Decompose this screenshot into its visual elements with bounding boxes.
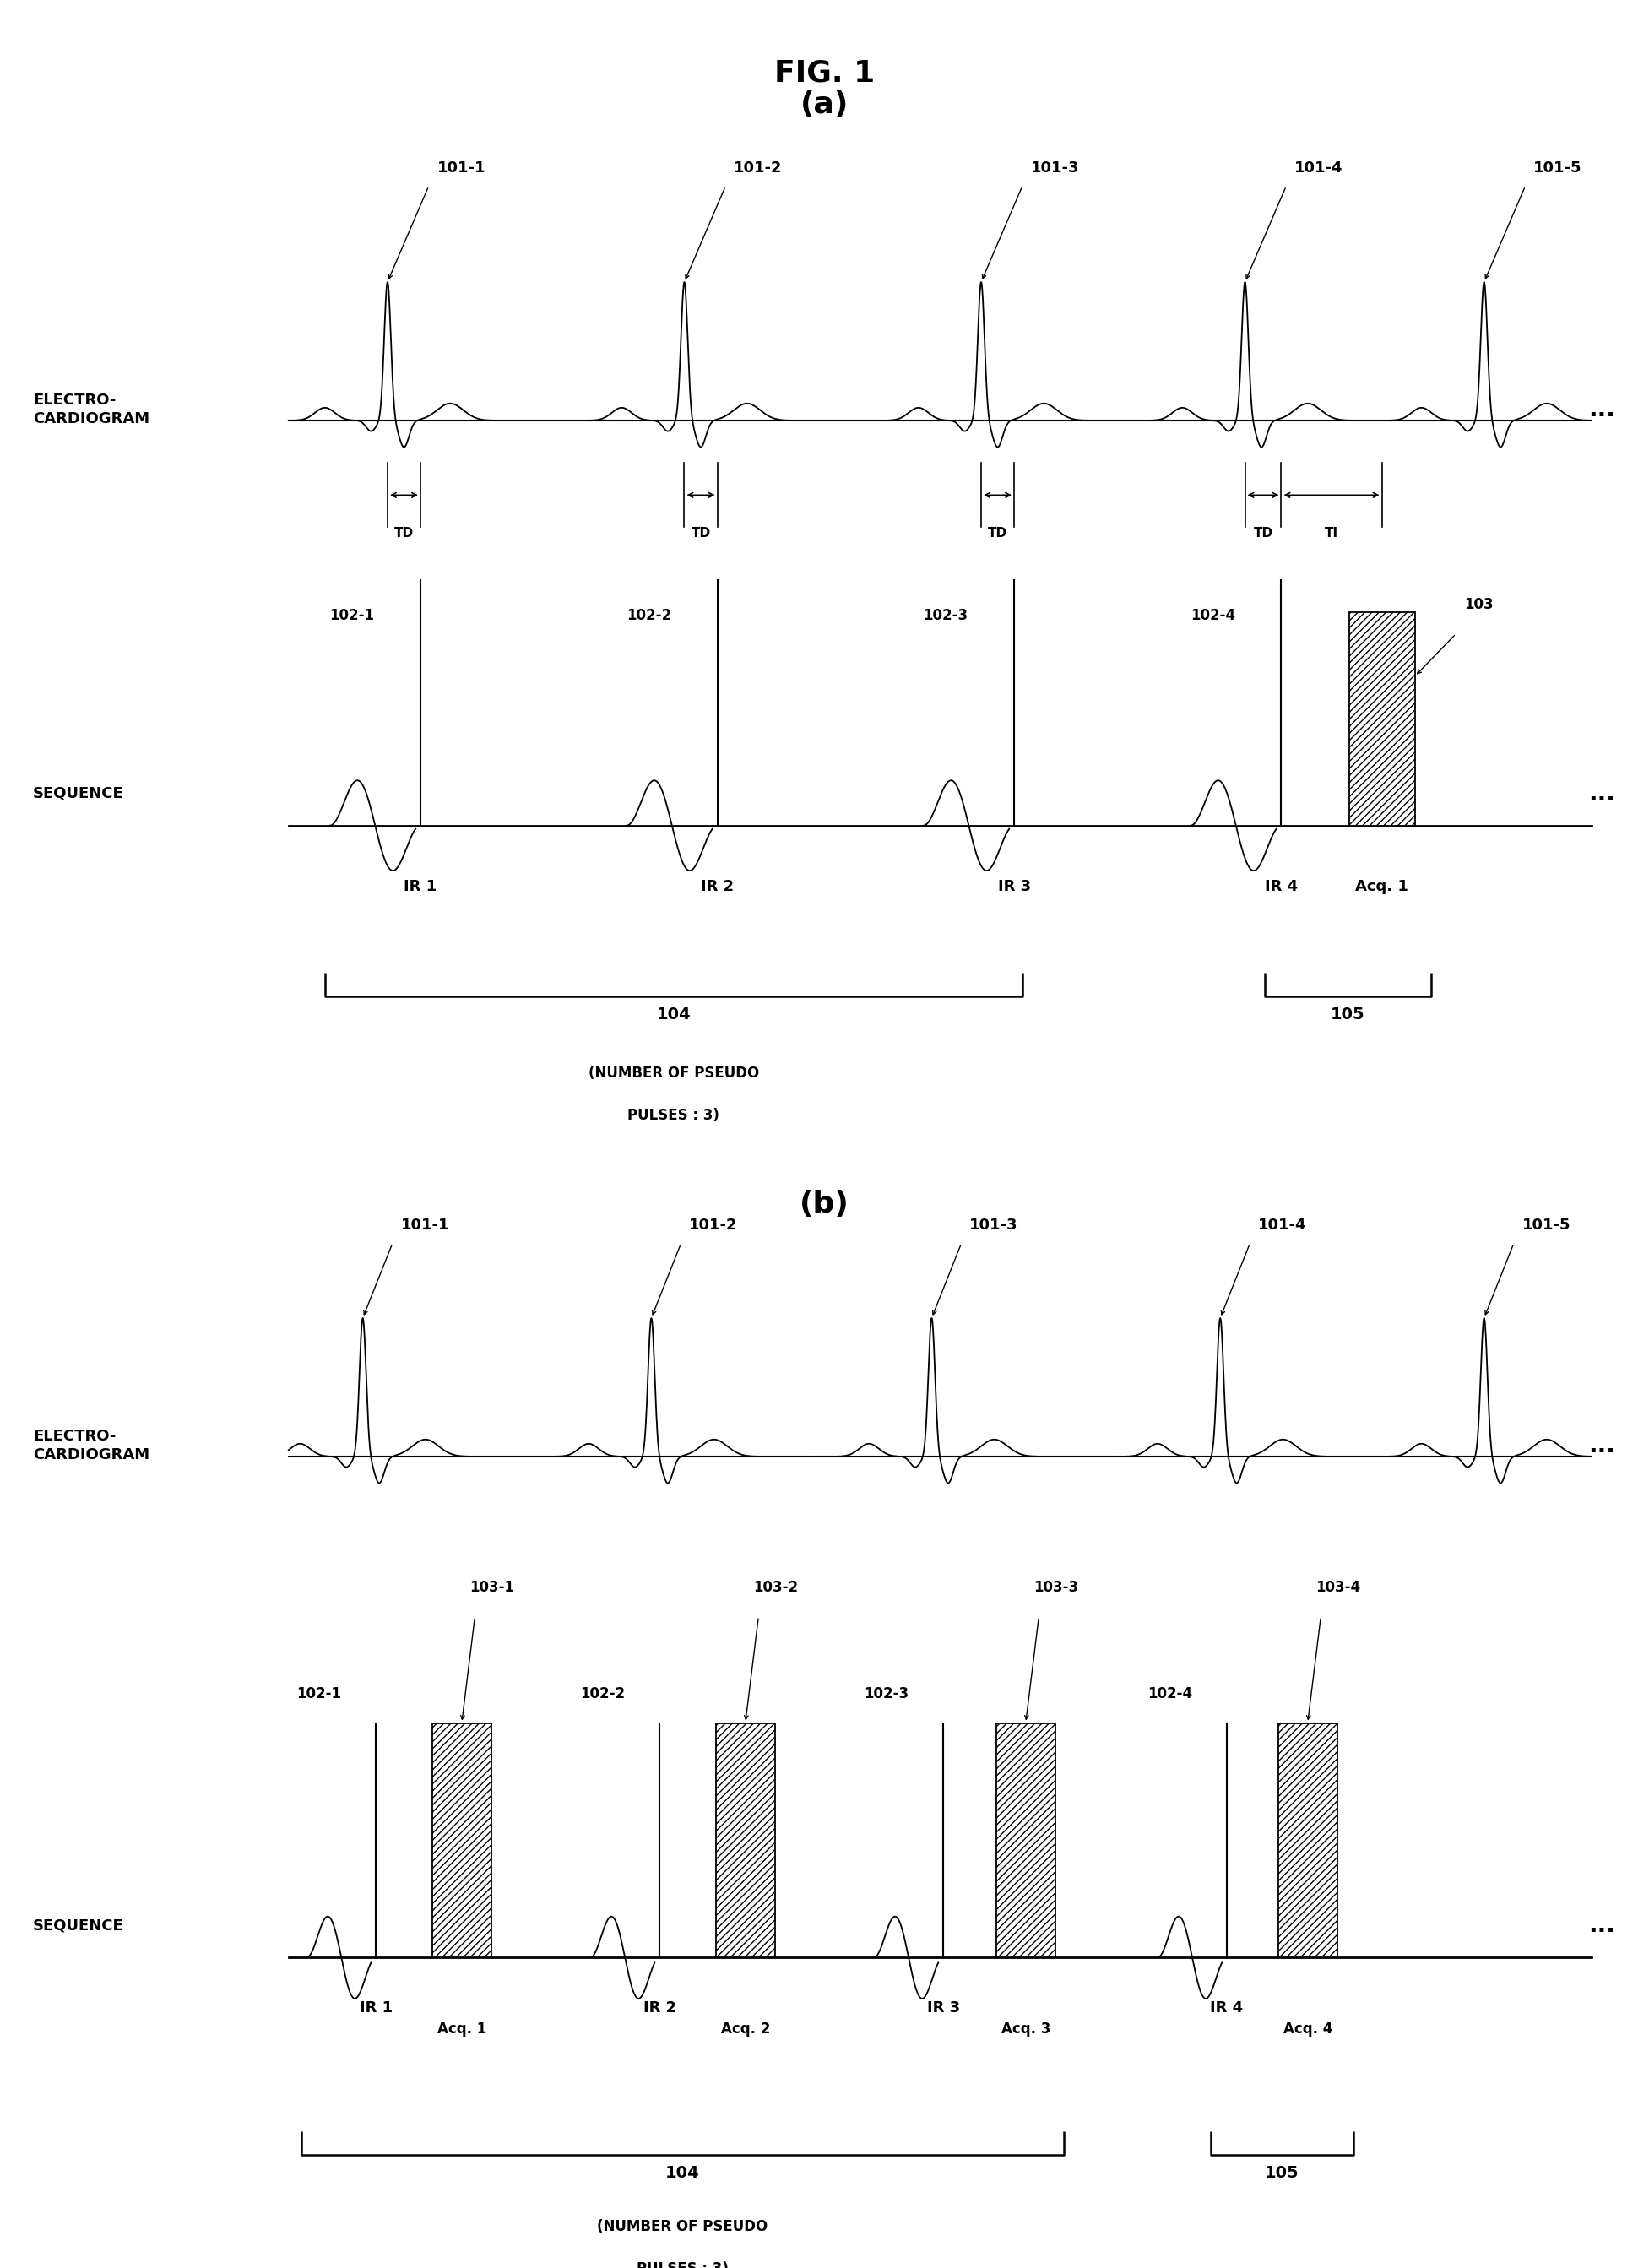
Text: (a): (a) xyxy=(800,91,849,118)
Text: 102-3: 102-3 xyxy=(864,1687,909,1701)
Text: 102-2: 102-2 xyxy=(627,608,671,624)
Text: 105: 105 xyxy=(1331,1007,1365,1023)
Bar xyxy=(996,1724,1055,1957)
Text: Acq. 3: Acq. 3 xyxy=(1001,2021,1050,2037)
Text: Acq. 1: Acq. 1 xyxy=(1355,878,1408,894)
Text: 101-4: 101-4 xyxy=(1258,1218,1306,1234)
Text: IR 4: IR 4 xyxy=(1210,2000,1243,2016)
Text: ...: ... xyxy=(1588,1914,1614,1937)
Text: IR 2: IR 2 xyxy=(643,2000,676,2016)
Text: 103: 103 xyxy=(1464,596,1494,612)
Text: ...: ... xyxy=(1588,782,1614,805)
Text: 102-4: 102-4 xyxy=(1191,608,1235,624)
Bar xyxy=(432,1724,491,1957)
Text: 104: 104 xyxy=(666,2166,699,2182)
Text: IR 1: IR 1 xyxy=(359,2000,392,2016)
Text: IR 3: IR 3 xyxy=(998,878,1031,894)
Text: (b): (b) xyxy=(800,1191,849,1218)
Text: 101-2: 101-2 xyxy=(689,1218,737,1234)
Text: Acq. 2: Acq. 2 xyxy=(721,2021,770,2037)
Text: IR 3: IR 3 xyxy=(927,2000,960,2016)
Text: ELECTRO-
CARDIOGRAM: ELECTRO- CARDIOGRAM xyxy=(33,392,150,426)
Text: 102-1: 102-1 xyxy=(297,1687,341,1701)
Text: PULSES : 3): PULSES : 3) xyxy=(637,2261,729,2268)
Text: 101-3: 101-3 xyxy=(970,1218,1017,1234)
Text: 101-4: 101-4 xyxy=(1294,161,1342,175)
Text: (NUMBER OF PSEUDO: (NUMBER OF PSEUDO xyxy=(589,1066,759,1080)
Text: (NUMBER OF PSEUDO: (NUMBER OF PSEUDO xyxy=(597,2218,768,2234)
Text: ELECTRO-
CARDIOGRAM: ELECTRO- CARDIOGRAM xyxy=(33,1429,150,1463)
Text: 102-2: 102-2 xyxy=(580,1687,625,1701)
Text: IR 1: IR 1 xyxy=(404,878,437,894)
Text: ...: ... xyxy=(1588,397,1614,422)
Bar xyxy=(1349,612,1415,826)
Text: 103-4: 103-4 xyxy=(1316,1581,1360,1594)
Text: 102-1: 102-1 xyxy=(330,608,374,624)
Text: Acq. 4: Acq. 4 xyxy=(1283,2021,1332,2037)
Text: 101-2: 101-2 xyxy=(734,161,782,175)
Text: SEQUENCE: SEQUENCE xyxy=(33,787,124,801)
Text: TD: TD xyxy=(691,526,711,540)
Text: SEQUENCE: SEQUENCE xyxy=(33,1919,124,1932)
Text: 101-1: 101-1 xyxy=(401,1218,449,1234)
Text: 104: 104 xyxy=(656,1007,691,1023)
Text: TD: TD xyxy=(1253,526,1273,540)
Text: TI: TI xyxy=(1324,526,1339,540)
Text: 101-5: 101-5 xyxy=(1522,1218,1570,1234)
Text: TD: TD xyxy=(988,526,1008,540)
Bar xyxy=(1278,1724,1337,1957)
Text: 103-2: 103-2 xyxy=(754,1581,798,1594)
Text: 102-4: 102-4 xyxy=(1148,1687,1192,1701)
Text: 105: 105 xyxy=(1265,2166,1299,2182)
Text: 101-3: 101-3 xyxy=(1031,161,1078,175)
Text: PULSES : 3): PULSES : 3) xyxy=(628,1109,719,1123)
Text: 101-5: 101-5 xyxy=(1534,161,1581,175)
Text: 102-3: 102-3 xyxy=(923,608,968,624)
Bar xyxy=(716,1724,775,1957)
Text: Acq. 1: Acq. 1 xyxy=(437,2021,486,2037)
Text: TD: TD xyxy=(394,526,414,540)
Text: 101-1: 101-1 xyxy=(437,161,485,175)
Text: 103-3: 103-3 xyxy=(1034,1581,1078,1594)
Text: FIG. 1: FIG. 1 xyxy=(773,59,876,88)
Text: ...: ... xyxy=(1588,1433,1614,1458)
Text: IR 2: IR 2 xyxy=(701,878,734,894)
Text: 103-1: 103-1 xyxy=(470,1581,514,1594)
Text: IR 4: IR 4 xyxy=(1265,878,1298,894)
